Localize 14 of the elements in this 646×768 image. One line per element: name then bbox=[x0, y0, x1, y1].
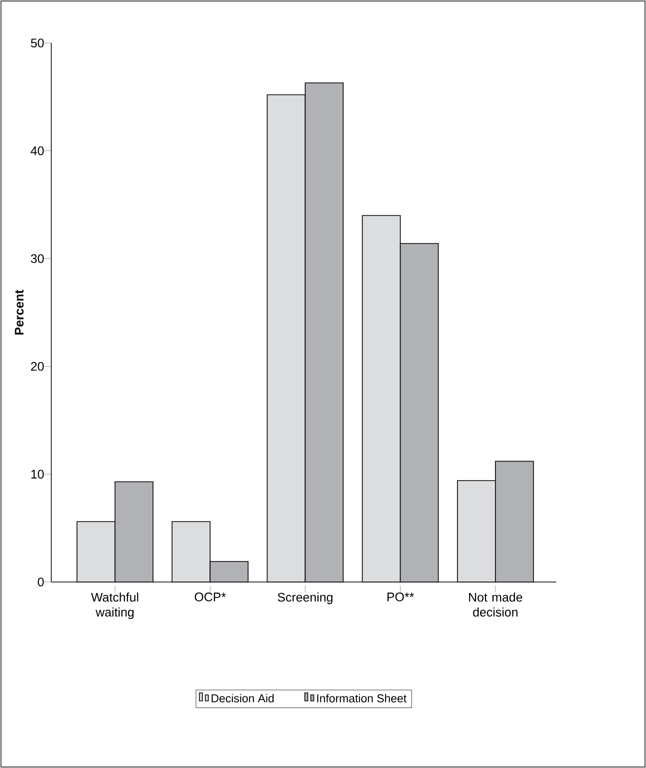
legend-label: Information Sheet bbox=[317, 694, 406, 702]
x-tick-label: OCP* bbox=[194, 592, 226, 602]
y-tick-label: 10 bbox=[31, 470, 44, 479]
x-tick-label: Watchful waiting bbox=[91, 592, 138, 620]
y-tick-label: 20 bbox=[31, 362, 44, 371]
legend-label: Decision Aid bbox=[212, 694, 274, 702]
x-tick-label: Screening bbox=[278, 592, 332, 604]
y-tick-label: 40 bbox=[30, 146, 44, 156]
y-tick-label: 30 bbox=[30, 254, 44, 264]
y-axis-title: Percent bbox=[14, 290, 24, 335]
x-tick-label: PO** bbox=[387, 592, 414, 602]
y-tick-label: 0 bbox=[38, 578, 44, 586]
y-tick-label: 50 bbox=[30, 38, 44, 48]
x-tick-label: Not made decision bbox=[469, 592, 522, 617]
